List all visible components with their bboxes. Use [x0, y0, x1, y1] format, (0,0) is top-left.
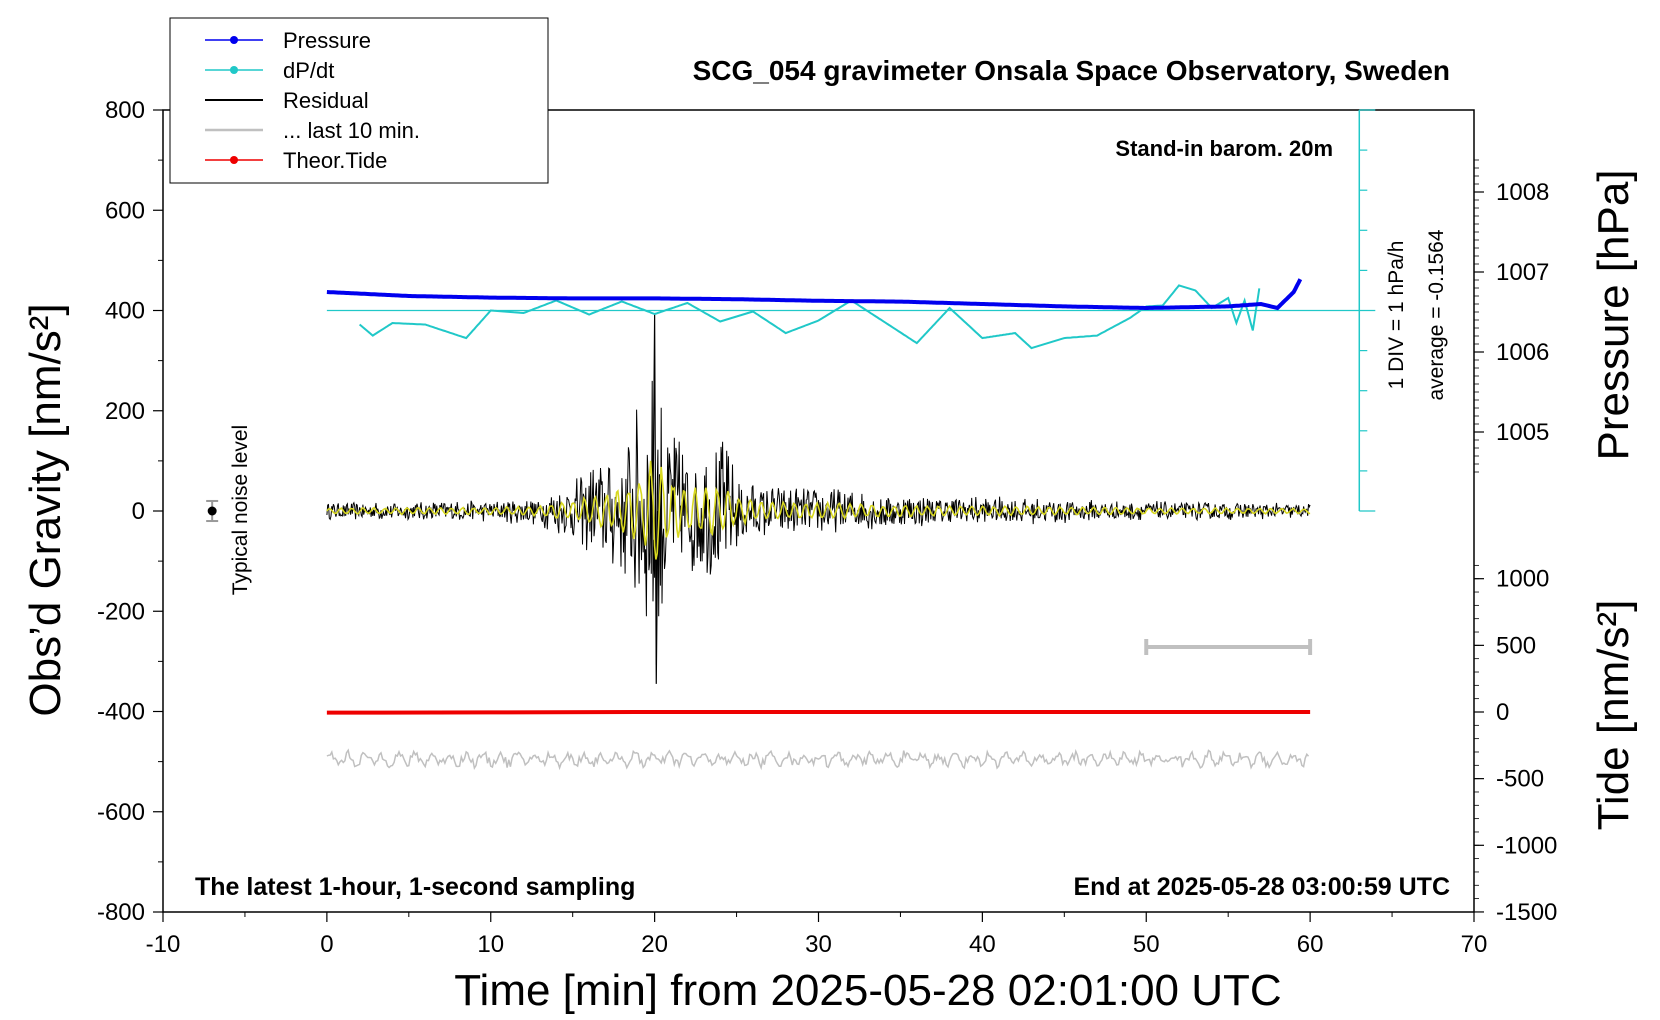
annotation-end-time: End at 2025-05-28 03:00:59 UTC [1073, 873, 1450, 901]
annotation-sampling: The latest 1-hour, 1-second sampling [195, 873, 635, 901]
legend-label-pressure: Pressure [283, 28, 371, 53]
x-tick-label: 30 [805, 931, 832, 958]
series-dpdt [358, 284, 1261, 350]
x-axis-label: Time [min] from 2025-05-28 02:01:00 UTC [454, 966, 1281, 1015]
y-left-tick-label: 800 [105, 97, 145, 124]
legend-marker-pressure [230, 36, 238, 44]
x-tick-label: -10 [146, 931, 181, 958]
x-tick-label: 20 [641, 931, 668, 958]
series-layer [206, 278, 1313, 771]
x-tick-label: 70 [1461, 931, 1488, 958]
y-tide-tick-label: 1000 [1496, 566, 1549, 593]
x-tick-label: 50 [1133, 931, 1160, 958]
y-tide-tick-label: -1000 [1496, 832, 1557, 859]
labels: SCG_054 gravimeter Onsala Space Observat… [21, 55, 1638, 1015]
series-pressure [326, 278, 1303, 311]
legend-entry-last10: ... last 10 min. [205, 118, 420, 143]
y-pressure-tick-label: 1006 [1496, 339, 1549, 366]
legend-label-residual: Residual [283, 88, 369, 113]
y-tide-tick-label: -1500 [1496, 899, 1557, 926]
axes: -10 0 10 20 30 40 50 60 70 800 600 400 200 0 -200 -400 -… [97, 97, 1557, 958]
y-left-tick-label: -400 [97, 699, 145, 726]
y-left-tick-label: -800 [97, 899, 145, 926]
legend-entry-dpdt: dP/dt [205, 58, 334, 83]
legend-label-tide: Theor.Tide [283, 148, 387, 173]
y-left-tick-label: -200 [97, 598, 145, 625]
legend-label-dpdt: dP/dt [283, 58, 334, 83]
chart-subtitle: Stand-in barom. 20m [1115, 136, 1333, 161]
series-last10 [326, 748, 1310, 771]
series-tide [326, 710, 1311, 715]
legend-entry-tide: Theor.Tide [205, 148, 387, 173]
y-axis-label-tide: Tide [nm/s²] [1589, 600, 1638, 831]
legend-entry-residual: Residual [205, 88, 369, 113]
noise-level-dot [207, 506, 217, 516]
x-tick-label: 60 [1297, 931, 1324, 958]
y-left-tick-label: 200 [105, 398, 145, 425]
legend: Pressure dP/dt Residual ... last 10 min.… [169, 17, 549, 184]
y-tide-tick-label: 0 [1496, 699, 1509, 726]
legend-marker-tide [230, 156, 238, 164]
x-tick-label: 40 [969, 931, 996, 958]
y-tide-tick-label: 500 [1496, 632, 1536, 659]
y-left-tick-label: 400 [105, 298, 145, 325]
y-left-tick-label: 600 [105, 197, 145, 224]
legend-entry-pressure: Pressure [205, 28, 371, 53]
y-left-tick-label: 0 [132, 498, 145, 525]
x-tick-label: 0 [320, 931, 333, 958]
y-axis-label-pressure: Pressure [hPa] [1589, 169, 1638, 460]
y-left-tick-label: -600 [97, 799, 145, 826]
legend-marker-dpdt [230, 66, 238, 74]
y-axis-label-left: Obs’d Gravity [nm/s²] [21, 303, 70, 716]
series-residual-peak [652, 314, 659, 684]
x-tick-label: 10 [477, 931, 504, 958]
y-pressure-tick-label: 1007 [1496, 259, 1549, 286]
chart-title: SCG_054 gravimeter Onsala Space Observat… [693, 55, 1450, 86]
annotation-dpdt-average: average = -0.1564 [1425, 229, 1448, 400]
y-pressure-tick-label: 1005 [1496, 419, 1549, 446]
annotation-dpdt-scale: 1 DIV = 1 hPa/h [1385, 241, 1408, 390]
y-tide-tick-label: -500 [1496, 766, 1544, 793]
series-residual [326, 380, 1311, 665]
series-residual-filtered [326, 460, 1311, 560]
y-pressure-tick-label: 1008 [1496, 179, 1549, 206]
annotation-noise: Typical noise level [229, 425, 252, 595]
legend-label-last10: ... last 10 min. [283, 118, 420, 143]
